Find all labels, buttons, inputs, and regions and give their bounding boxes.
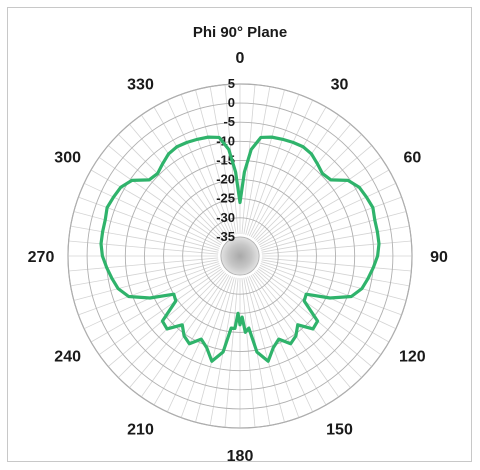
spoke-line: [259, 182, 397, 248]
spoke-line: [118, 271, 225, 378]
spoke-line: [258, 169, 390, 246]
spoke-line: [78, 263, 220, 316]
spoke-line: [241, 277, 256, 428]
spoke-line: [153, 274, 230, 406]
angle-label: 210: [127, 421, 154, 438]
spoke-line: [256, 145, 373, 243]
angle-label: 120: [399, 349, 426, 366]
spoke-line: [83, 182, 221, 248]
spoke-line: [166, 275, 232, 413]
spoke-line: [129, 123, 227, 240]
spoke-line: [255, 271, 362, 378]
radial-tick-label: -30: [216, 210, 235, 225]
grid-ring: [220, 236, 260, 276]
spoke-line: [68, 240, 219, 255]
angle-label: 150: [326, 421, 353, 438]
angle-label: 90: [430, 249, 448, 266]
spoke-line: [224, 277, 239, 428]
angle-labels: 0 30 60 90 120 150 180 210 240 270 300 330: [28, 50, 448, 465]
center-shade: [220, 236, 260, 276]
grid-ring: [67, 83, 413, 429]
radial-tick-label: -10: [216, 133, 235, 148]
spoke-line: [107, 145, 224, 243]
radial-tick-label: 0: [228, 95, 235, 110]
angle-label: 0: [236, 50, 245, 67]
angle-label: 180: [227, 448, 254, 465]
spoke-line: [180, 94, 233, 236]
angle-label: 60: [403, 150, 421, 167]
grid-ring: [143, 159, 337, 353]
spoke-line: [90, 169, 222, 246]
grid-ring: [86, 102, 394, 410]
spoke-line: [78, 196, 220, 249]
spoke-line: [153, 106, 230, 238]
radial-tick-label: 5: [228, 76, 235, 91]
spoke-line: [118, 134, 225, 241]
angle-label: 300: [54, 150, 81, 167]
spoke-line: [253, 123, 351, 240]
angle-label: 270: [28, 249, 55, 266]
spoke-line: [260, 196, 402, 249]
spoke-line: [70, 259, 219, 287]
radial-tick-label: -35: [216, 229, 235, 244]
spoke-line: [245, 89, 285, 235]
spoke-line: [141, 114, 228, 239]
spoke-line: [261, 240, 412, 255]
spoke-line: [257, 268, 382, 355]
spoke-line: [243, 86, 271, 235]
spoke-line: [257, 157, 382, 244]
spoke-line: [195, 89, 235, 235]
spoke-line: [258, 266, 390, 343]
spoke-line: [255, 134, 362, 241]
spoke-line: [245, 277, 285, 423]
spoke-line: [68, 257, 219, 272]
grid-ring: [201, 217, 279, 295]
radial-tick-label: -20: [216, 172, 235, 187]
spoke-line: [248, 275, 314, 413]
spoke-line: [166, 99, 232, 237]
spoke-line: [261, 261, 407, 301]
spoke-line: [98, 268, 223, 355]
spoke-line: [247, 94, 300, 236]
spoke-line: [261, 225, 410, 253]
spoke-line: [195, 277, 235, 423]
spoke-line: [90, 266, 222, 343]
spoke-line: [260, 263, 402, 316]
angle-label: 240: [54, 349, 81, 366]
spoke-line: [250, 274, 327, 406]
spoke-line: [70, 225, 219, 253]
spoke-line: [248, 99, 314, 237]
series-line: [99, 135, 381, 363]
angle-label: 30: [331, 77, 349, 94]
chart-title: Phi 90° Plane: [193, 24, 287, 41]
angle-label: 330: [127, 77, 154, 94]
grid-ring: [163, 179, 317, 333]
grid-ring: [124, 140, 356, 372]
spoke-line: [129, 272, 227, 389]
radial-tick-labels: 50-5-10-15-20-25-30-35: [216, 76, 235, 244]
spoke-line: [261, 257, 412, 272]
spoke-line: [73, 211, 219, 251]
radial-tick-label: -5: [223, 114, 235, 129]
grid-ring: [105, 121, 375, 391]
polar-grid: [67, 83, 413, 429]
series-layer: [99, 135, 381, 363]
spoke-line: [253, 272, 351, 389]
radial-tick-label: -25: [216, 191, 235, 206]
spoke-line: [261, 259, 410, 287]
spoke-line: [73, 261, 219, 301]
spoke-line: [209, 86, 237, 235]
spoke-line: [98, 157, 223, 244]
spoke-line: [250, 106, 327, 238]
spoke-line: [252, 114, 339, 239]
spoke-line: [261, 211, 407, 251]
